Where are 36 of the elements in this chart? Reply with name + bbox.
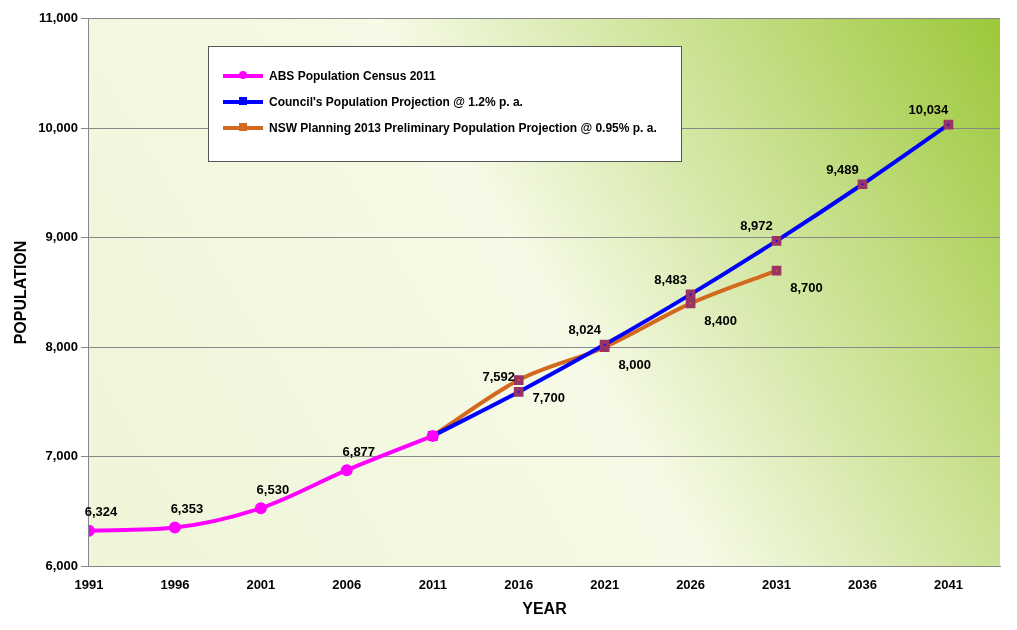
y-tick-label: 11,000	[38, 10, 78, 26]
y-tick-label: 8,000	[45, 338, 78, 354]
y-axis-title: POPULATION	[12, 240, 30, 345]
data-label: 6,877	[342, 443, 376, 459]
data-label: 10,034	[908, 102, 950, 118]
data-label: 9,489	[826, 161, 859, 177]
x-tick-label: 1996	[160, 576, 190, 592]
data-label: 7,592	[482, 369, 515, 385]
x-tick-label: 2036	[848, 576, 877, 592]
data-label: 8,700	[790, 280, 823, 296]
data-label: 6,324	[84, 504, 118, 520]
data-label: 6,353	[170, 501, 204, 517]
data-label: 6,530	[256, 481, 290, 497]
x-tick-label: 2031	[762, 576, 791, 592]
x-tick-label: 2021	[590, 576, 620, 592]
x-tick-label: 2016	[504, 576, 534, 592]
data-label: 8,400	[704, 313, 737, 329]
x-tick-label: 2041	[933, 576, 963, 592]
x-tick-label: 2011	[418, 576, 447, 592]
legend-label: NSW Planning 2013 Preliminary Population Projection @ 0.95% p. a.	[269, 121, 657, 135]
data-label: 8,972	[740, 218, 773, 234]
y-tick-label: 10,000	[38, 119, 78, 135]
data-label: 7,700	[532, 389, 565, 405]
y-tick-label: 9,000	[45, 229, 78, 245]
x-tick-label: 2026	[676, 576, 706, 592]
y-tick-label: 7,000	[45, 448, 78, 464]
data-label: 8,483	[654, 271, 687, 287]
y-tick-label: 6,000	[45, 557, 78, 573]
x-tick-label: 1991	[74, 576, 104, 592]
x-tick-label: 2001	[246, 576, 276, 592]
legend-label: Council's Population Projection @ 1.2% p. a.	[269, 95, 523, 109]
data-label: 8,000	[618, 356, 651, 372]
x-axis-title: YEAR	[522, 599, 568, 617]
data-label: 8,024	[568, 322, 602, 338]
x-tick-label: 2006	[332, 576, 362, 592]
legend-label: ABS Population Census 2011	[269, 69, 436, 83]
